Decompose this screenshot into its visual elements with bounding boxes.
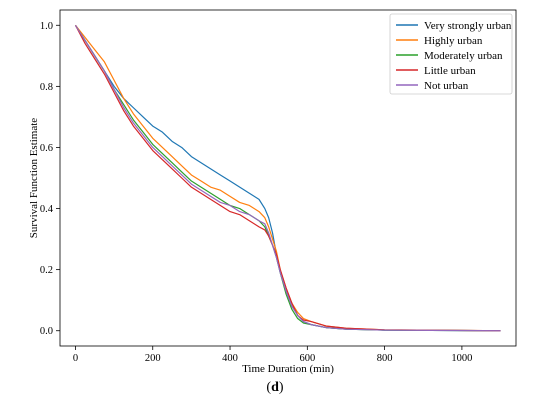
y-tick-label: 0.4 — [40, 204, 54, 215]
y-tick-label: 0.8 — [40, 82, 53, 93]
plot-frame — [59, 9, 517, 347]
series-line — [74, 24, 501, 332]
y-axis-label: Survival Function Estimate — [28, 118, 40, 238]
series-line — [74, 24, 501, 332]
x-tick-label: 0 — [73, 353, 78, 364]
legend-label: Very strongly urban — [424, 20, 512, 32]
legend-box — [389, 13, 513, 95]
legend-label: Moderately urban — [424, 50, 503, 62]
legend-label: Not urban — [424, 80, 469, 92]
series-line — [74, 24, 501, 332]
x-tick-label: 200 — [145, 353, 161, 364]
caption-letter: d — [271, 380, 279, 395]
x-tick-label: 400 — [222, 353, 238, 364]
caption-open: ( — [266, 380, 272, 395]
x-tick-label: 800 — [377, 353, 393, 364]
y-tick-label: 0.0 — [40, 326, 53, 337]
survival-chart: 0 200 400 600 800 1000 0.0 0.2 0.4 0.6 0.8 1.0 Tim… — [28, 9, 517, 375]
x-axis-label: Time Duration (min) — [242, 363, 334, 375]
y-axis-ticks: 0.0 0.2 0.4 0.6 0.8 1.0 — [40, 21, 60, 337]
y-tick-label: 1.0 — [40, 21, 53, 32]
series-lines — [74, 24, 501, 332]
x-tick-label: 600 — [299, 353, 315, 364]
legend-label: Little urban — [424, 65, 476, 77]
legend-label: Highly urban — [424, 35, 483, 47]
x-axis-ticks: 0 200 400 600 800 1000 — [73, 346, 472, 364]
legend: Very strongly urban Highly urban Moderatel… — [389, 13, 513, 95]
y-tick-label: 0.2 — [40, 265, 53, 276]
caption-close: ) — [278, 380, 284, 395]
y-tick-label: 0.6 — [40, 143, 53, 154]
figure-caption: (d) — [0, 380, 550, 396]
x-tick-label: 1000 — [451, 353, 472, 364]
